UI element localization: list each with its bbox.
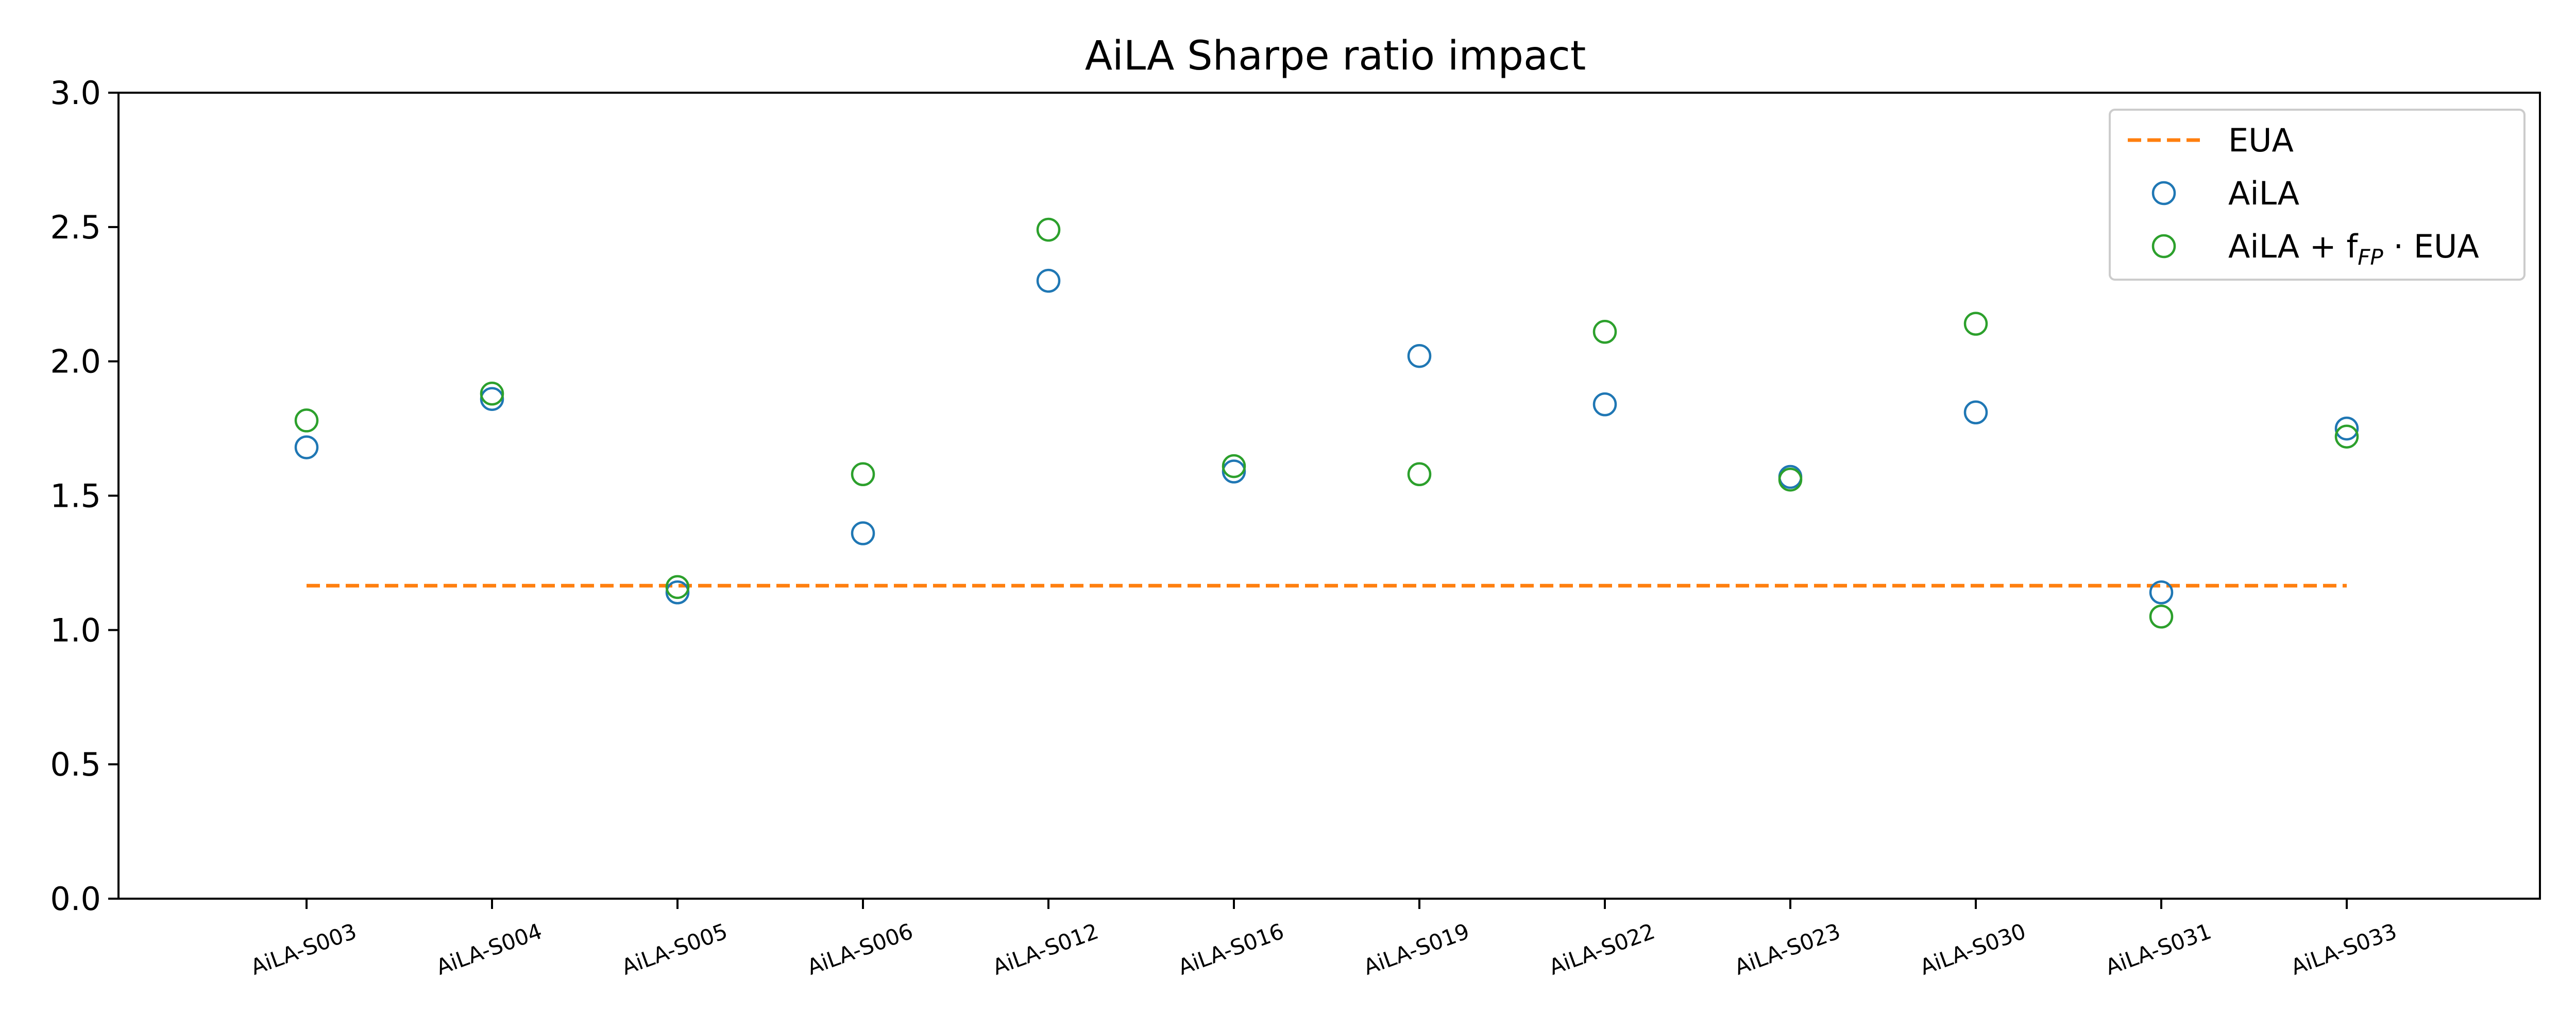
legend: EUA AiLA AiLA + fFP · EUA <box>2109 109 2526 281</box>
data-point <box>2334 424 2359 449</box>
data-point <box>294 435 319 459</box>
data-point <box>851 521 875 545</box>
legend-entry: EUA <box>2128 122 2294 159</box>
legend-marker-swatch <box>2151 181 2176 205</box>
data-point <box>1222 454 1246 478</box>
x-tick-label: AiLA-S019 <box>1360 918 1472 980</box>
data-point <box>480 387 504 411</box>
legend-frame <box>2109 109 2526 281</box>
legend-marker-swatch <box>2151 234 2176 259</box>
data-point <box>1592 392 1617 417</box>
data-point <box>1407 462 1432 487</box>
data-point <box>1036 217 1061 242</box>
data-point <box>1407 344 1432 368</box>
x-tick-label: AiLA-S005 <box>618 918 731 980</box>
x-tick-label: AiLA-S033 <box>2287 918 2400 980</box>
data-point <box>665 580 690 605</box>
legend-label: AiLA + fFP · EUA <box>2228 228 2479 270</box>
data-point <box>1778 467 1803 492</box>
x-tick-label: AiLA-S023 <box>1731 918 1843 980</box>
data-point <box>2149 605 2174 629</box>
legend-label: AiLA <box>2228 175 2299 212</box>
x-tick-label: AiLA-S022 <box>1546 918 1658 980</box>
y-tick-label: 0.5 <box>50 746 101 783</box>
data-point <box>294 408 319 433</box>
series-1 <box>294 268 2359 605</box>
y-tick-label: 0.0 <box>50 880 101 918</box>
data-point <box>1963 400 1988 425</box>
y-tick-label: 2.5 <box>50 209 101 246</box>
data-point <box>851 462 875 487</box>
legend-label: EUA <box>2228 122 2294 159</box>
x-tick-label: AiLA-S016 <box>1175 918 1287 980</box>
x-tick-label: AiLA-S003 <box>247 918 360 980</box>
x-tick-label: AiLA-S012 <box>989 918 1101 980</box>
x-tick-label: AiLA-S006 <box>804 918 916 980</box>
legend-entry: AiLA <box>2151 175 2299 212</box>
data-point <box>665 575 690 599</box>
y-tick-label: 3.0 <box>50 74 101 112</box>
data-point <box>1963 312 1988 336</box>
chart-title: AiLA Sharpe ratio impact <box>1085 33 1586 79</box>
series-2 <box>294 217 2359 629</box>
data-point <box>1222 459 1246 484</box>
y-tick-label: 1.5 <box>50 477 101 515</box>
data-point <box>1592 320 1617 344</box>
legend-entry: AiLA + fFP · EUA <box>2151 228 2479 270</box>
x-tick-label: AiLA-S030 <box>1917 918 2029 980</box>
y-tick-label: 1.0 <box>50 611 101 649</box>
x-tick-label: AiLA-S031 <box>2102 918 2214 980</box>
x-tick-label: AiLA-S004 <box>433 918 545 980</box>
data-point <box>1036 268 1061 293</box>
data-point <box>2334 416 2359 441</box>
y-tick-label: 2.0 <box>50 343 101 381</box>
data-point <box>2149 580 2174 605</box>
data-point <box>480 382 504 406</box>
